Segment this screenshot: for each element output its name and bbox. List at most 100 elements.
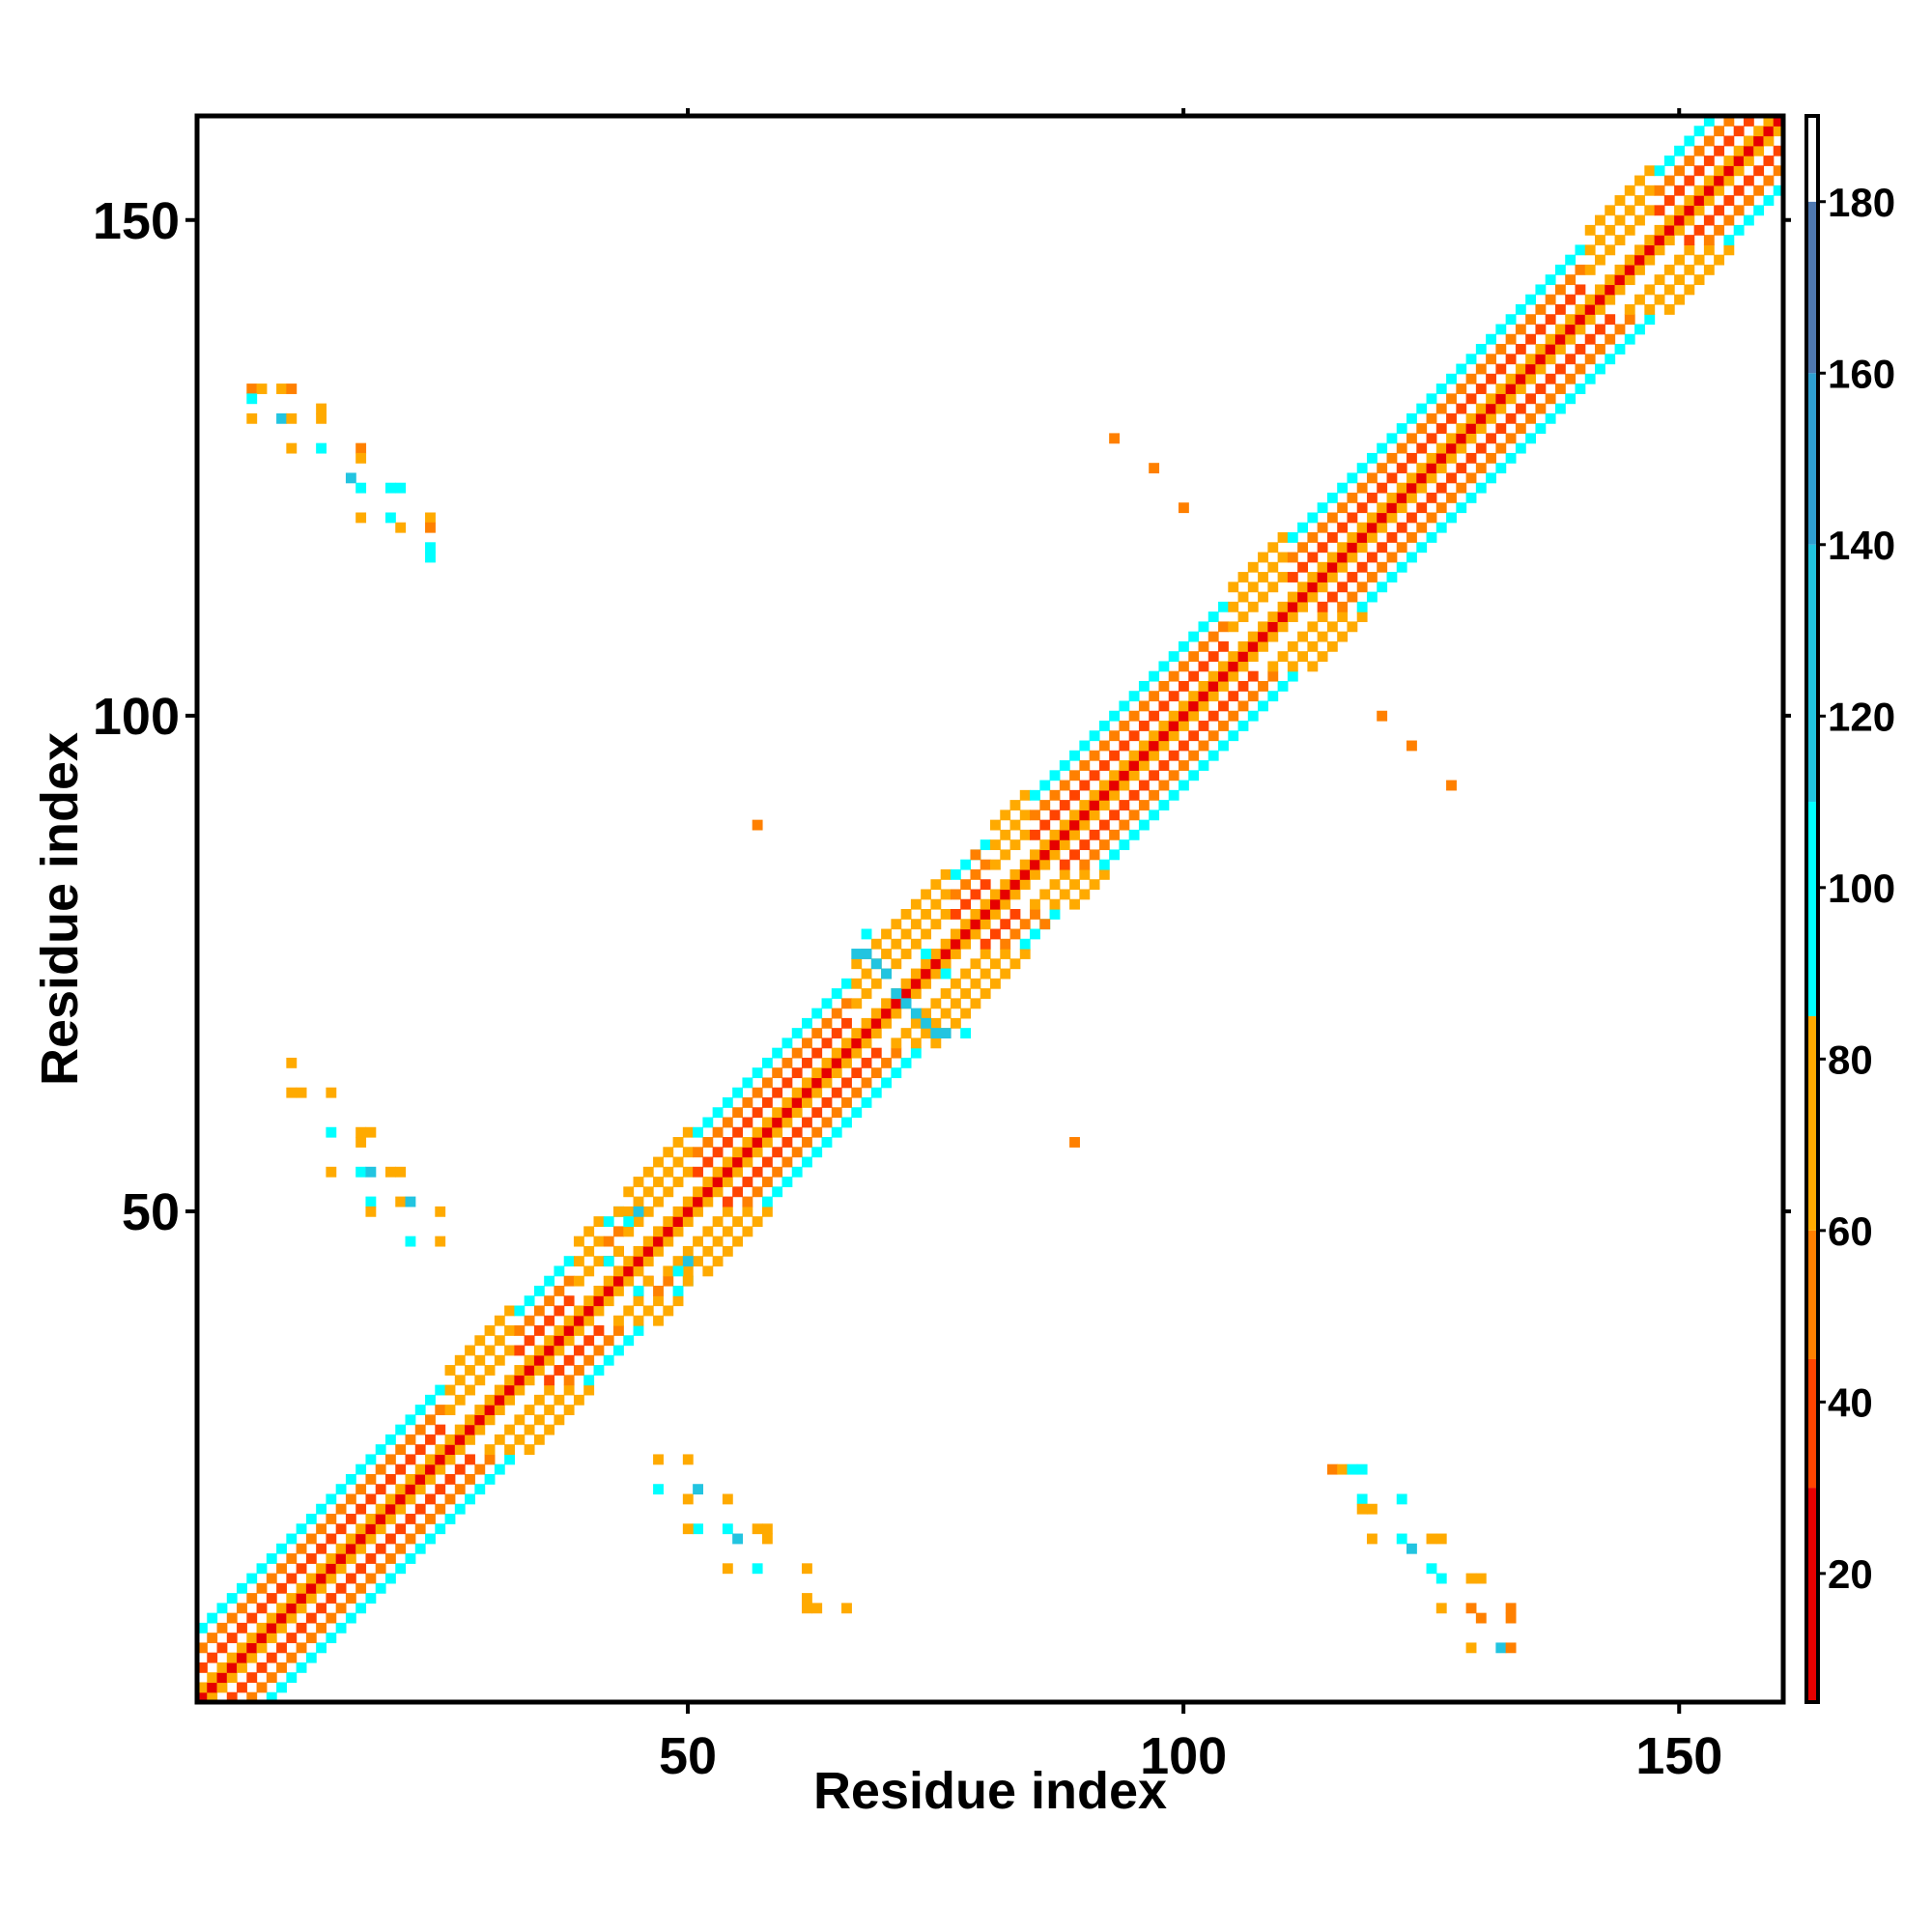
- heatmap-cell: [1129, 790, 1140, 801]
- heatmap-cell: [1307, 661, 1318, 671]
- heatmap-cell: [326, 1167, 336, 1178]
- heatmap-cell: [474, 1355, 485, 1366]
- heatmap-cell: [822, 998, 833, 1009]
- heatmap-cell: [802, 1593, 812, 1604]
- heatmap-cell: [297, 1593, 307, 1604]
- heatmap-cell: [1634, 255, 1645, 266]
- heatmap-cell: [980, 909, 991, 920]
- heatmap-cell: [732, 1147, 743, 1157]
- heatmap-cell: [1109, 751, 1120, 761]
- heatmap-cell: [1684, 235, 1694, 245]
- heatmap-cell: [1486, 472, 1496, 483]
- heatmap-cell: [822, 1097, 833, 1108]
- heatmap-cell: [1456, 483, 1466, 494]
- heatmap-cell: [634, 1256, 644, 1266]
- heatmap-cell: [1099, 790, 1110, 801]
- heatmap-cell: [643, 1276, 654, 1287]
- heatmap-cell: [365, 1534, 376, 1545]
- heatmap-cell: [623, 1256, 634, 1266]
- heatmap-cell: [1158, 781, 1169, 791]
- heatmap-cell: [1188, 700, 1199, 711]
- heatmap-cell: [594, 1256, 605, 1266]
- heatmap-cell: [1535, 364, 1546, 375]
- heatmap-cell: [1288, 611, 1298, 622]
- heatmap-cell: [583, 1295, 594, 1306]
- heatmap-cell: [395, 1563, 406, 1574]
- heatmap-cell: [781, 1157, 792, 1168]
- heatmap-cell: [1664, 156, 1675, 166]
- heatmap-cell: [1397, 423, 1407, 434]
- heatmap-cell: [355, 1534, 366, 1545]
- heatmap-cell: [1416, 502, 1427, 513]
- heatmap-cell: [1387, 433, 1398, 443]
- heatmap-cell: [1090, 810, 1100, 820]
- heatmap-cell: [832, 1107, 842, 1118]
- heatmap-cell: [792, 1167, 803, 1178]
- heatmap-cell: [663, 1147, 673, 1157]
- heatmap-cell: [871, 1088, 882, 1098]
- heatmap-cell: [1307, 513, 1318, 524]
- heatmap-cell: [653, 1484, 664, 1494]
- heatmap-cell: [504, 1385, 515, 1396]
- heatmap-cell: [1119, 760, 1129, 771]
- heatmap-cell: [445, 1493, 456, 1504]
- heatmap-cell: [1179, 681, 1189, 692]
- heatmap-cell: [297, 1623, 307, 1634]
- heatmap-cell: [1129, 810, 1140, 820]
- heatmap-cell: [554, 1365, 564, 1376]
- heatmap-cell: [1248, 671, 1259, 682]
- heatmap-cell: [1595, 284, 1605, 295]
- heatmap-cell: [1406, 472, 1417, 483]
- heatmap-cell: [583, 1375, 594, 1385]
- heatmap-cell: [267, 1553, 277, 1564]
- heatmap-cell: [634, 1286, 644, 1296]
- heatmap-cell: [1446, 374, 1457, 384]
- heatmap-cell: [227, 1593, 238, 1604]
- heatmap-cell: [980, 899, 991, 910]
- heatmap-cell: [1565, 314, 1576, 325]
- heatmap-cell: [1030, 860, 1040, 870]
- heatmap-cell: [465, 1365, 475, 1376]
- heatmap-cell: [1674, 185, 1685, 196]
- heatmap-cell: [316, 413, 327, 424]
- heatmap-cell: [1625, 185, 1635, 196]
- heatmap-cell: [1357, 523, 1368, 533]
- heatmap-cell: [901, 1058, 912, 1068]
- heatmap-cell: [574, 1276, 584, 1287]
- heatmap-cell: [1367, 1504, 1378, 1515]
- heatmap-cell: [455, 1355, 466, 1366]
- heatmap-cell: [425, 513, 436, 524]
- heatmap-cell: [990, 839, 1001, 850]
- heatmap-cell: [1546, 295, 1556, 305]
- heatmap-cell: [1069, 830, 1080, 840]
- heatmap-cell: [297, 1563, 307, 1574]
- heatmap-cell: [1427, 393, 1437, 404]
- heatmap-cell: [1039, 839, 1050, 850]
- heatmap-cell: [781, 1058, 792, 1068]
- x-axis-title: Residue index: [813, 1762, 1167, 1820]
- heatmap-cell: [613, 1325, 624, 1336]
- heatmap-cell: [1000, 939, 1010, 950]
- heatmap-cell: [415, 1504, 426, 1515]
- heatmap-cell: [1684, 265, 1694, 275]
- heatmap-cell: [1714, 185, 1724, 196]
- heatmap-cell: [1139, 751, 1150, 761]
- heatmap-cell: [365, 1523, 376, 1534]
- heatmap-cell: [1535, 354, 1546, 364]
- heatmap-cell: [504, 1325, 515, 1336]
- heatmap-cell: [1694, 146, 1705, 156]
- heatmap-cell: [941, 909, 952, 920]
- heatmap-cell: [643, 1186, 654, 1197]
- heatmap-cell: [574, 1306, 584, 1317]
- heatmap-cell: [762, 1177, 773, 1187]
- heatmap-cell: [306, 1574, 317, 1584]
- heatmap-cell: [1020, 869, 1031, 880]
- heatmap-cell: [623, 1186, 634, 1197]
- heatmap-cell: [1406, 553, 1417, 563]
- heatmap-cell: [316, 443, 327, 454]
- heatmap-cell: [1595, 325, 1605, 335]
- heatmap-cell: [1723, 235, 1734, 245]
- heatmap-cell: [1664, 304, 1675, 315]
- heatmap-cell: [1327, 553, 1338, 563]
- heatmap-cell: [316, 1563, 327, 1574]
